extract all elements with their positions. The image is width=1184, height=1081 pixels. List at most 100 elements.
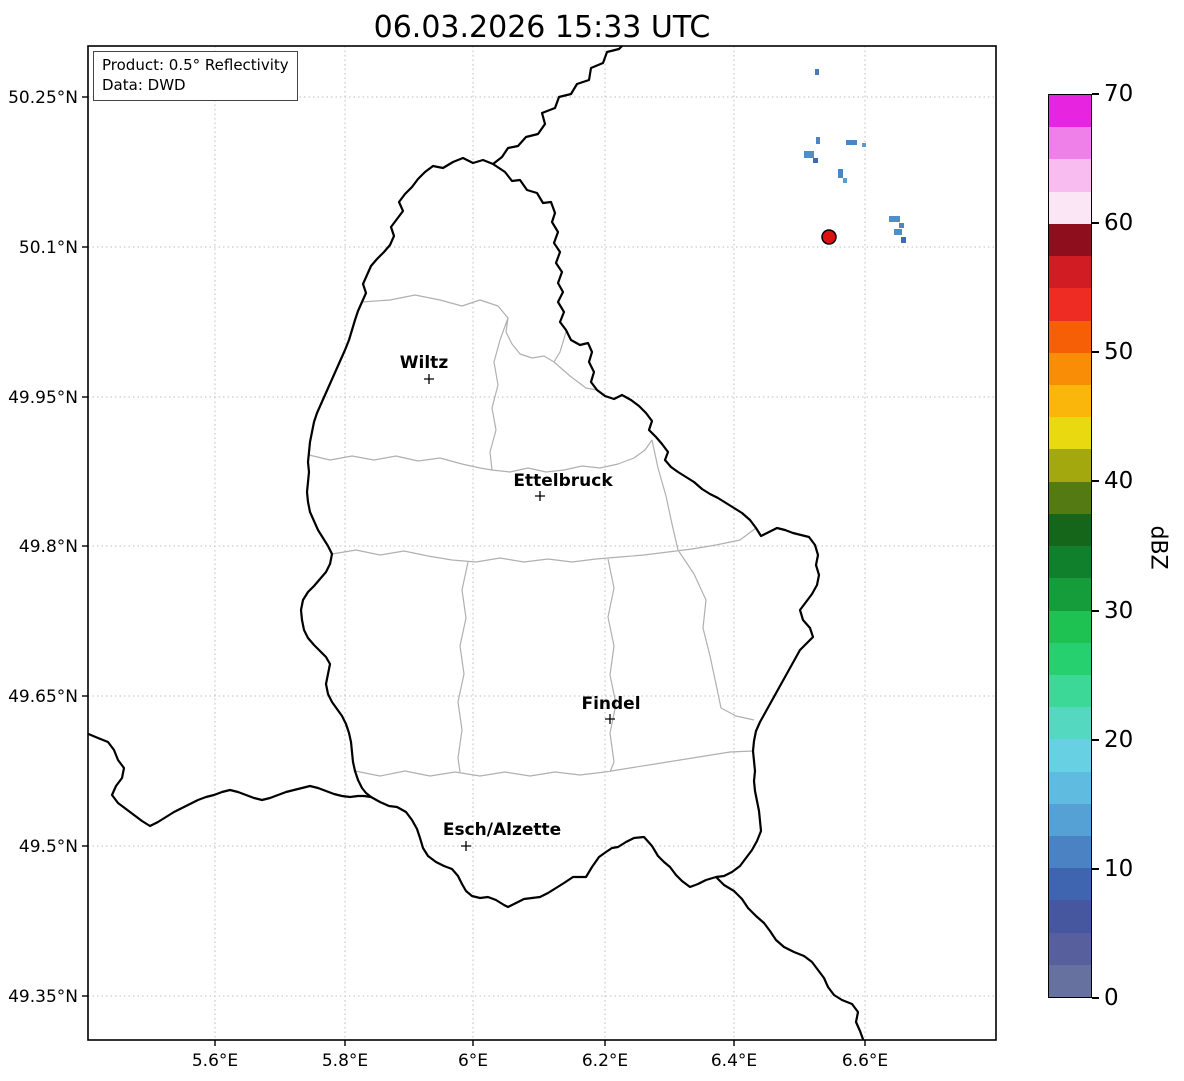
radar-echo <box>901 237 906 243</box>
colorbar-band <box>1049 610 1091 643</box>
info-datasource: Data: DWD <box>102 76 186 95</box>
colorbar-band <box>1049 481 1091 514</box>
colorbar-tick-label: 60 <box>1104 210 1134 237</box>
colorbar-band <box>1049 449 1091 482</box>
x-tick-label: 6.6°E <box>842 1051 888 1071</box>
colorbar-tick-mark <box>1092 738 1099 741</box>
y-tick-label: 50.25°N <box>8 88 78 108</box>
colorbar-band <box>1049 288 1091 321</box>
colorbar-axis-label: dBZ <box>1145 525 1171 570</box>
radar-echo <box>899 223 904 228</box>
colorbar-band <box>1049 127 1091 160</box>
colorbar-band <box>1049 513 1091 547</box>
colorbar-band <box>1049 707 1091 740</box>
border-belgium-germany <box>492 46 624 165</box>
colorbar-tick-label: 20 <box>1104 726 1134 753</box>
border-france-germany <box>715 876 865 1040</box>
colorbar-band <box>1049 803 1091 837</box>
radar-echo <box>813 158 818 163</box>
colorbar-band <box>1049 320 1091 353</box>
colorbar-tick-mark <box>1092 222 1099 225</box>
colorbar-band <box>1049 771 1091 804</box>
city-label: Ettelbruck <box>513 471 613 491</box>
city-label: Wiltz <box>400 353 449 373</box>
info-product: Product: 0.5° Reflectivity <box>102 56 289 74</box>
colorbar-band <box>1049 384 1091 418</box>
radar-echoes <box>804 69 906 243</box>
city-marker <box>605 714 615 724</box>
city-label: Findel <box>581 694 640 714</box>
y-tick-label: 49.35°N <box>8 987 78 1007</box>
colorbar-tick-label: 10 <box>1104 855 1134 882</box>
x-tick-label: 6°E <box>458 1051 488 1071</box>
x-tick-label: 5.8°E <box>322 1051 368 1071</box>
city-annotation: Findel <box>581 694 641 724</box>
city-annotation: Esch/Alzette <box>443 820 561 851</box>
axis-tick-labels: 5.6°E 5.8°E 6°E 6.2°E 6.4°E 6.6°E 50.25°N 50.1°… <box>8 88 888 1071</box>
radar-echo <box>816 137 820 144</box>
x-tick-label: 6.4°E <box>711 1051 757 1071</box>
colorbar-band <box>1049 739 1091 772</box>
radar-echo <box>843 178 847 183</box>
radar-echo <box>894 229 902 235</box>
colorbar-tick-mark <box>1092 867 1099 870</box>
radar-echo <box>815 69 819 75</box>
colorbar-tick-mark <box>1092 93 1099 95</box>
colorbar-band <box>1049 642 1091 675</box>
colorbar-band <box>1049 900 1091 933</box>
colorbar-band <box>1049 159 1091 192</box>
colorbar-tick-label: 40 <box>1104 468 1134 495</box>
radar-echo <box>804 151 814 158</box>
colorbar-band <box>1049 868 1091 901</box>
figure-title: 06.03.2026 15:33 UTC <box>373 10 711 45</box>
colorbar-band <box>1049 836 1091 869</box>
info-box: Product: 0.5° Reflectivity Data: DWD <box>93 51 298 101</box>
district-borders <box>308 294 757 777</box>
y-tick-label: 49.8°N <box>19 537 78 557</box>
colorbar-tick-label: 30 <box>1104 597 1134 624</box>
border-france-belgium <box>88 732 372 828</box>
colorbar-band <box>1049 932 1091 965</box>
city-marker <box>424 374 434 384</box>
city-annotations: Wiltz Ettelbruck Findel Esch/Alzette <box>400 353 641 851</box>
radar-site-marker <box>821 229 837 245</box>
colorbar-band <box>1049 223 1091 257</box>
y-tick-label: 49.65°N <box>8 687 78 707</box>
colorbar-tick-label: 70 <box>1104 81 1134 107</box>
colorbar-band <box>1049 352 1091 385</box>
colorbar-band <box>1049 95 1091 128</box>
colorbar-tick-mark <box>1092 480 1099 483</box>
country-border-luxembourg <box>299 156 821 909</box>
radar-echo <box>846 140 857 145</box>
colorbar-band <box>1049 256 1091 289</box>
y-tick-label: 49.5°N <box>19 837 78 857</box>
colorbar-tick-label: 0 <box>1104 985 1119 1011</box>
gridlines <box>88 46 996 1040</box>
colorbar-band <box>1049 578 1091 611</box>
y-tick-label: 49.95°N <box>8 388 78 408</box>
radar-echo <box>889 216 900 222</box>
colorbar <box>1048 94 1092 998</box>
y-tick-label: 50.1°N <box>19 238 78 258</box>
colorbar-tick-mark <box>1092 351 1099 354</box>
colorbar-band <box>1049 417 1091 450</box>
plot-frame <box>87 45 997 1041</box>
axis-ticks <box>82 96 866 1046</box>
city-marker <box>535 491 545 501</box>
colorbar-band <box>1049 191 1091 224</box>
colorbar-band <box>1049 674 1091 708</box>
city-marker <box>461 841 471 851</box>
radar-echo <box>862 143 866 147</box>
city-annotation: Wiltz <box>400 353 449 384</box>
city-label: Esch/Alzette <box>443 820 561 840</box>
colorbar-tick-label: 50 <box>1104 339 1134 366</box>
x-tick-label: 5.6°E <box>192 1051 238 1071</box>
radar-echo <box>838 169 843 178</box>
radar-site-dot <box>821 229 837 245</box>
x-tick-label: 6.2°E <box>582 1051 628 1071</box>
colorbar-band <box>1049 964 1091 998</box>
city-annotation: Ettelbruck <box>513 471 613 501</box>
colorbar-tick-mark <box>1092 609 1099 612</box>
